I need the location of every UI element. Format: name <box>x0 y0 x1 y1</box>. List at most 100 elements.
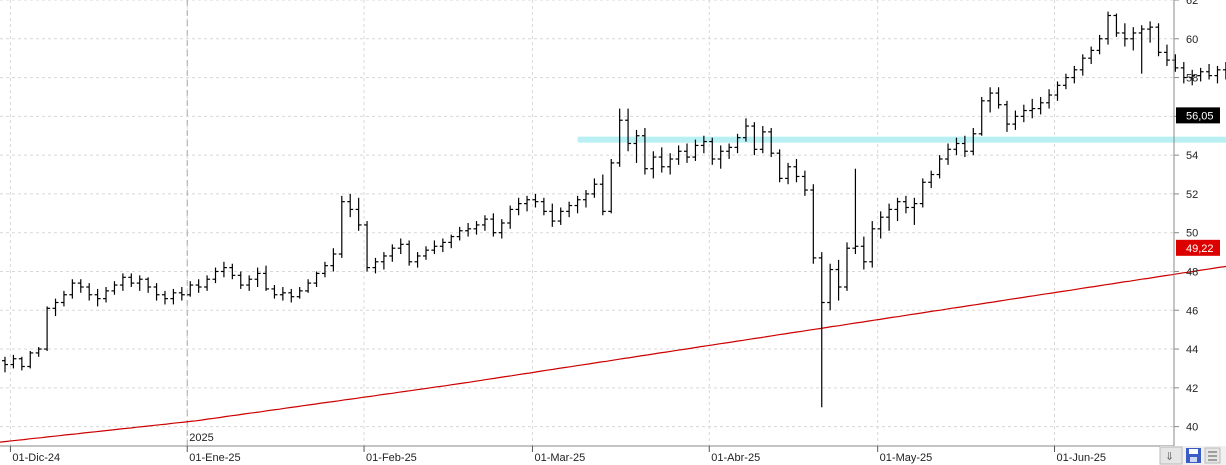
ohlc-bar <box>321 261 328 278</box>
x-tick-label: 01-May-25 <box>880 452 933 464</box>
ohlc-bar <box>161 290 168 305</box>
ohlc-bar <box>1003 100 1010 132</box>
ohlc-bar <box>852 168 859 255</box>
y-tick-label: 42 <box>1186 383 1198 395</box>
ohlc-bar <box>995 87 1002 109</box>
x-tick-label: 01-Ene-25 <box>189 452 240 464</box>
ohlc-bar <box>574 195 581 214</box>
x-tick-label: 01-Mar-25 <box>534 452 585 464</box>
ohlc-bars <box>2 11 1226 408</box>
ohlc-bar <box>911 197 918 225</box>
moving-average <box>0 265 1226 443</box>
ohlc-bar <box>44 306 51 351</box>
ohlc-bar <box>406 240 413 266</box>
ohlc-bar <box>1147 21 1154 43</box>
ohlc-bar <box>187 281 194 297</box>
ohlc-bar <box>877 211 884 239</box>
ohlc-bar <box>768 127 775 158</box>
ohlc-bar <box>305 279 312 293</box>
y-tick-label: 62 <box>1186 0 1198 7</box>
ohlc-bar <box>625 108 632 152</box>
y-tick-label: 52 <box>1186 189 1198 201</box>
support-band-rect <box>577 136 1226 143</box>
ohlc-bar <box>1096 34 1103 55</box>
ohlc-bar <box>608 159 615 214</box>
ohlc-bar <box>987 87 994 113</box>
ohlc-bar <box>633 129 640 163</box>
ohlc-bar <box>128 273 135 287</box>
ohlc-bar <box>1012 110 1019 130</box>
ohlc-bar <box>557 207 564 225</box>
ohlc-bar <box>742 118 749 142</box>
ohlc-bar <box>717 145 724 169</box>
ohlc-bar <box>1121 23 1128 47</box>
ohlc-bar <box>380 252 387 270</box>
ohlc-bar <box>271 285 278 299</box>
y-tick-label: 60 <box>1186 34 1198 46</box>
ohlc-bar <box>1180 62 1187 84</box>
ohlc-bar <box>18 356 25 371</box>
ohlc-bar <box>372 257 379 274</box>
ohlc-bar <box>1163 44 1170 66</box>
ohlc-bar <box>599 174 606 216</box>
ohlc-bar <box>1189 69 1196 86</box>
ohlc-bar <box>810 184 817 264</box>
ohlc-bar <box>650 151 657 179</box>
svg-text:⇓: ⇓ <box>1165 450 1174 463</box>
ohlc-bar <box>296 286 303 299</box>
x-tick-label: 01-Feb-25 <box>366 452 417 464</box>
ohlc-bar <box>667 153 674 175</box>
ohlc-bar <box>936 155 943 179</box>
ohlc-bar <box>1020 104 1027 123</box>
ohlc-bar <box>582 190 589 208</box>
ohlc-bar <box>136 275 143 291</box>
ohlc-bar <box>515 197 522 216</box>
ohlc-bar <box>69 279 76 299</box>
y-tick-label: 58 <box>1186 73 1198 85</box>
ohlc-bar <box>751 122 758 156</box>
ohlc-bar <box>355 197 362 231</box>
ohlc-bar <box>1062 73 1069 90</box>
y-tick-label: 54 <box>1186 150 1198 162</box>
ohlc-bar <box>641 127 648 175</box>
ohlc-bar <box>439 238 446 253</box>
ohlc-bar <box>818 252 825 408</box>
ohlc-bar <box>431 240 438 255</box>
chart-toolbar: ⇓ <box>1159 446 1226 465</box>
x-tick-label: 01-Abr-25 <box>711 452 760 464</box>
y-tick-label: 50 <box>1186 228 1198 240</box>
year-label: 2025 <box>189 432 213 444</box>
ohlc-bar <box>414 252 421 268</box>
save-icon[interactable] <box>1186 448 1201 463</box>
ohlc-bar <box>894 197 901 222</box>
ohlc-bar <box>397 238 404 255</box>
ohlc-bar <box>111 281 118 295</box>
x-tick-label: 01-Jun-25 <box>1057 452 1107 464</box>
support-band <box>577 136 1226 143</box>
ohlc-bar <box>1155 23 1162 57</box>
ohlc-bar <box>793 159 800 183</box>
ohlc-bar <box>1113 13 1120 37</box>
settings-icon[interactable] <box>1204 447 1221 464</box>
ohlc-bar <box>229 263 236 280</box>
ohlc-bar <box>288 288 295 303</box>
ohlc-bar <box>675 145 682 165</box>
ohlc-bar <box>119 273 126 291</box>
plot-background <box>0 0 1174 446</box>
ohlc-bar <box>1079 54 1086 76</box>
last-price-badge <box>1176 107 1220 124</box>
ohlc-bar <box>726 143 733 160</box>
ohlc-bar <box>473 221 480 235</box>
ohlc-bar <box>945 143 952 165</box>
scroll-down-icon[interactable]: ⇓ <box>1159 446 1183 465</box>
ohlc-bar <box>1138 25 1145 74</box>
ohlc-bar <box>52 298 59 317</box>
ohlc-bar <box>1088 46 1095 64</box>
ohlc-bar <box>170 288 177 305</box>
ohlc-bar <box>1206 63 1213 80</box>
ohlc-bar <box>1105 11 1112 45</box>
ohlc-bar <box>254 267 261 287</box>
ohlc-bar <box>77 279 84 293</box>
ohlc-bar <box>970 127 977 156</box>
ohlc-bar <box>1130 27 1137 51</box>
